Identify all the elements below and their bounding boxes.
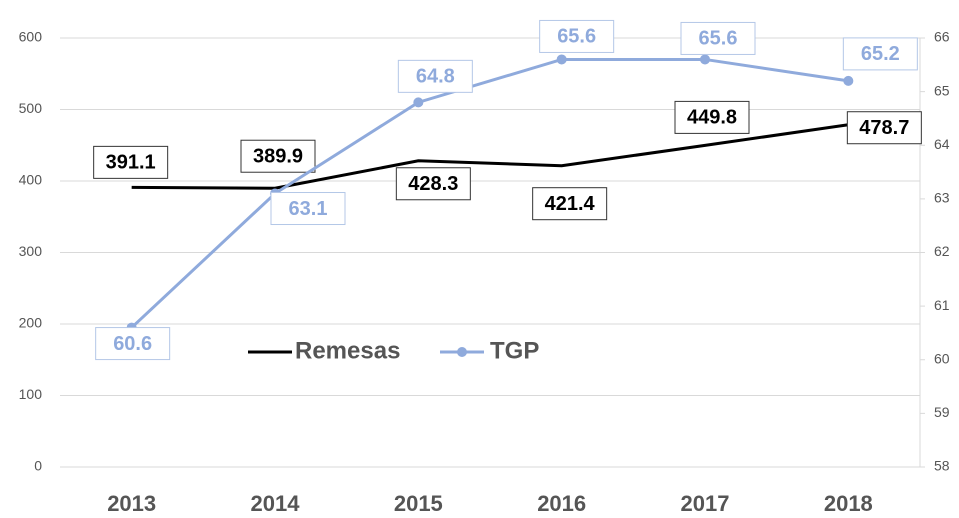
data-label: 389.9 — [253, 146, 303, 168]
x-tick-label: 2014 — [251, 491, 301, 516]
data-label-box — [93, 145, 169, 179]
data-label-box — [395, 167, 471, 201]
data-label: 478.7 — [859, 117, 909, 139]
data-label: 428.3 — [408, 173, 458, 195]
data-label: 65.2 — [861, 43, 900, 65]
point — [700, 54, 710, 65]
y2-tick-label: 62 — [934, 243, 950, 259]
data-label-box — [240, 139, 316, 173]
y-tick-label: 200 — [19, 315, 43, 331]
y-tick-label: 100 — [19, 386, 43, 402]
data-label-box — [539, 19, 615, 53]
series-line — [130, 57, 849, 329]
y2-tick-label: 58 — [934, 458, 950, 474]
data-label-box — [674, 100, 750, 134]
data-label: 64.8 — [416, 66, 455, 88]
x-tick-label: 2013 — [107, 491, 156, 516]
data-label-box — [846, 111, 922, 145]
x-tick-label: 2016 — [537, 491, 586, 516]
y-tick-label: 600 — [19, 29, 43, 45]
y2-tick-label: 59 — [934, 404, 950, 420]
y2-tick-label: 64 — [934, 136, 950, 152]
y2-tick-label: 63 — [934, 190, 950, 206]
point — [843, 75, 854, 86]
data-label-box — [95, 327, 171, 361]
data-label-box — [842, 37, 918, 71]
data-label: 421.4 — [545, 193, 596, 215]
x-tick-label: 2015 — [394, 491, 443, 516]
point — [556, 54, 567, 65]
data-label: 449.8 — [687, 107, 737, 129]
data-label: 391.1 — [106, 152, 156, 174]
data-label: 65.6 — [699, 28, 738, 50]
legend-marker — [457, 347, 467, 357]
y-tick-label: 500 — [19, 100, 43, 116]
x-tick-label: 2017 — [681, 491, 730, 516]
y-tick-label: 300 — [19, 243, 43, 259]
data-label-box — [397, 59, 473, 93]
data-label: 60.6 — [113, 333, 152, 355]
data-label-box — [680, 21, 756, 55]
y-tick-label: 0 — [34, 458, 42, 474]
x-tick-label: 2018 — [824, 491, 873, 516]
y2-tick-label: 65 — [934, 82, 950, 98]
data-label-box — [532, 187, 608, 221]
series-line — [131, 123, 849, 190]
y2-tick-label: 66 — [934, 29, 950, 45]
y2-tick-label: 61 — [934, 297, 950, 313]
point — [413, 97, 424, 108]
legend-label: TGP — [490, 337, 539, 364]
data-label: 65.6 — [557, 26, 596, 48]
data-label: 63.1 — [289, 198, 328, 220]
legend-label: Remesas — [295, 337, 400, 364]
data-label-box — [270, 192, 346, 226]
y2-tick-label: 60 — [934, 350, 950, 366]
y-tick-label: 400 — [19, 172, 43, 188]
